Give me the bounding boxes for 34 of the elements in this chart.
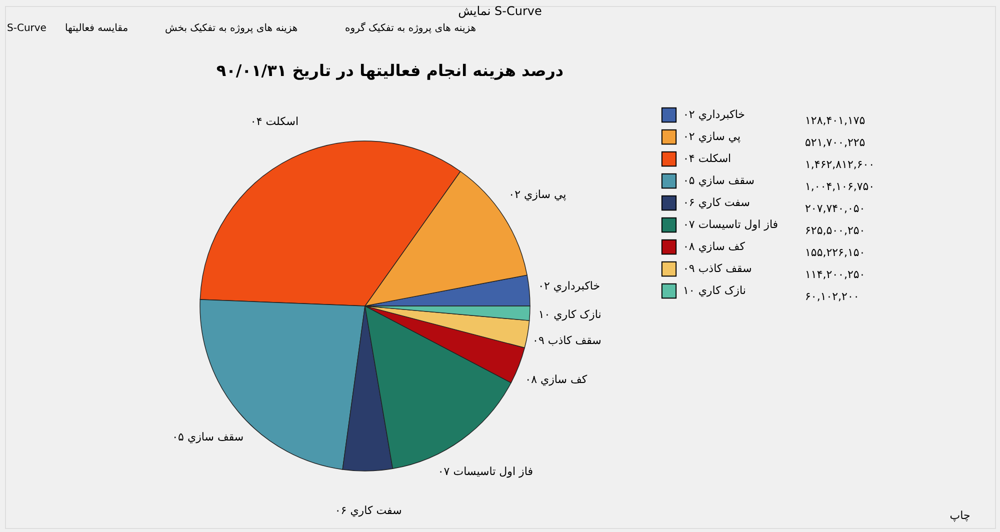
data-label: ۱,۰۰۴,۱۰۶,۷۵۰ [805,180,875,193]
data-label: ۶۲۵,۵۰۰,۲۵۰ [805,224,866,237]
slice-label: خاکبرداري ۰۲ [538,280,600,293]
data-label: ۱۲۸,۴۰۱,۱۷۵ [805,114,866,127]
chart-title: درصد هزینه انجام فعالیتها در تاریخ ۹۰/۰۱/۳۱ [216,61,564,80]
text: هزینه های پروژه به تفکیک بخش [165,23,298,34]
legend-label: سقف کاذب ۰۹ [683,262,752,275]
legend-label: نازک کاري ۱۰ [683,284,746,297]
slice-label: پي سازي ۰۲ [508,188,566,202]
slice-label: سقف سازي ۰۵ [172,430,244,444]
text: S-Curve [7,23,46,34]
text: نمایش S-Curve [458,4,542,18]
data-label: ۱۵۵,۲۲۶,۱۵۰ [805,246,866,259]
data-label: ۲۰۷,۷۴۰,۰۵۰ [805,202,866,215]
slice-label: سفت کاري ۰۶ [334,504,402,517]
legend-label: اسکلت ۰۴ [683,152,732,165]
slice-label: نازک کاري ۱۰ [538,308,602,322]
legend-label: فاز اول تاسيسات ۰۷ [683,218,778,231]
slice-label: فاز اول تاسيسات ۰۷ [438,464,533,478]
text: مقایسه فعالیتها [65,23,128,34]
slice-label: کف سازي ۰۸ [525,373,588,386]
data-label: ۱,۴۶۲,۸۱۲,۶۰۰ [805,158,875,171]
text: چاپ [950,509,970,522]
text: هزینه های پروژه به تفکیک گروه [345,22,476,34]
legend-label: کف سازي ۰۸ [683,240,746,253]
legend-label: پي سازي ۰۲ [683,130,741,143]
data-label: ۱۱۴,۲۰۰,۲۵۰ [805,268,866,281]
legend-label: سقف سازي ۰۵ [683,174,754,187]
slice-label: اسکلت ۰۴ [250,115,299,128]
data-label: ۶۰,۱۰۲,۲۰۰ [805,290,860,303]
legend-label: سفت کاري ۰۶ [683,196,750,209]
legend-label: خاکبرداري ۰۲ [683,108,745,121]
slice-label: سقف کاذب ۰۹ [532,334,602,348]
data-label: ۵۲۱,۷۰۰,۲۲۵ [805,136,866,149]
